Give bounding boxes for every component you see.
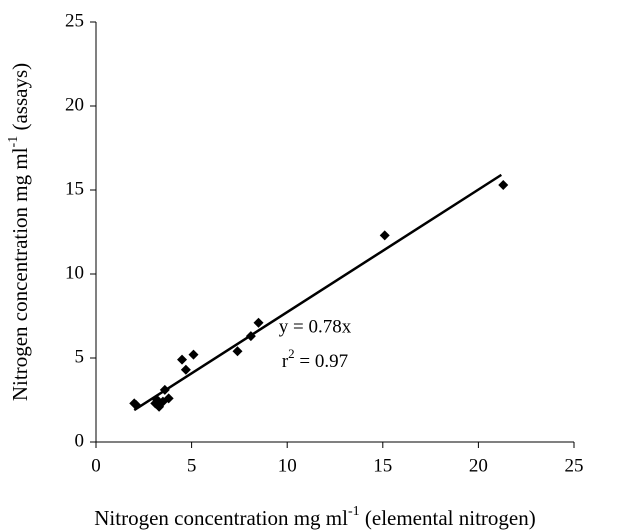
x-tick-label: 5 [187, 455, 197, 476]
point [131, 400, 142, 411]
point [188, 349, 199, 360]
y-tick-label: 10 [65, 262, 84, 283]
y-label-text: Nitrogen concentration mg ml [8, 147, 32, 401]
y-tick-label: 0 [75, 430, 85, 451]
point [245, 331, 256, 342]
x-label-text: (elemental nitrogen) [360, 506, 536, 530]
x-label-text: Nitrogen concentration mg ml [94, 506, 348, 530]
y-tick-label: 5 [75, 346, 85, 367]
x-tick-label: 20 [469, 455, 488, 476]
point [163, 393, 174, 404]
point [180, 364, 191, 375]
x-tick-label: 25 [565, 455, 584, 476]
y-label-text: (assays) [8, 63, 32, 136]
point [177, 354, 188, 365]
r2-text: = 0.97 [295, 351, 348, 372]
point [498, 179, 509, 190]
r2-text: r [282, 351, 289, 372]
y-tick-label: 25 [65, 10, 84, 31]
annotation-r2: r2 = 0.97 [282, 346, 348, 372]
x-tick-label: 15 [373, 455, 392, 476]
trendline [133, 173, 503, 412]
r2-sup: 2 [288, 346, 295, 361]
point [159, 384, 170, 395]
x-tick-label: 0 [91, 455, 101, 476]
y-tick-label: 15 [65, 178, 84, 199]
y-label-sup: -1 [6, 136, 21, 148]
x-axis-label: Nitrogen concentration mg ml-1 (elementa… [94, 504, 535, 530]
x-tick-label: 10 [278, 455, 297, 476]
point [232, 346, 243, 357]
x-label-sup: -1 [348, 504, 360, 519]
annotation-equation: y = 0.78x [279, 316, 352, 337]
y-axis-label: Nitrogen concentration mg ml-1 (assays) [6, 63, 32, 401]
y-tick-label: 20 [65, 94, 84, 115]
point [253, 317, 264, 328]
point [379, 230, 390, 241]
